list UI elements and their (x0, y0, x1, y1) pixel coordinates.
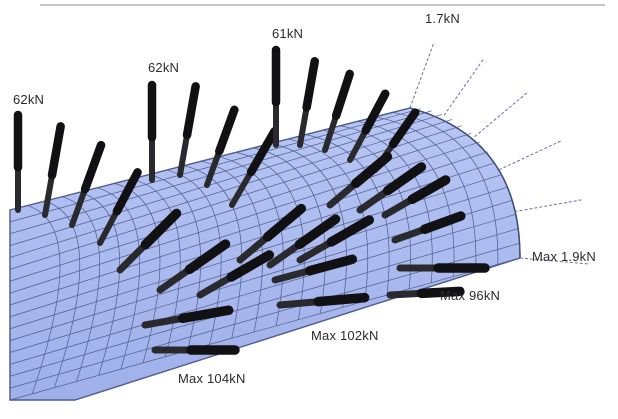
rock-bolt (297, 57, 320, 148)
rock-bolt (42, 122, 65, 218)
rock-bolt (204, 105, 239, 188)
radial-force-label-4: Max 104kN (178, 371, 246, 386)
weak-bolt-group (409, 42, 590, 265)
mesh-ring-line (288, 138, 369, 302)
mesh-ring-line (322, 129, 411, 289)
bolt-group (13, 45, 490, 355)
rock-bolt (97, 168, 142, 246)
rock-bolt (391, 211, 466, 244)
mesh-longitudinal-line (9, 119, 453, 258)
weak-bolt (409, 42, 435, 109)
rock-bolt (141, 305, 234, 329)
mesh-ring-line (357, 120, 455, 277)
mesh-longitudinal-line (9, 141, 480, 294)
mesh-ring-line (44, 200, 81, 388)
mesh-ring-line (253, 147, 326, 314)
axial-force-label-4: 1.7kN (425, 11, 460, 26)
mesh-longitudinal-line (9, 228, 518, 377)
axial-force-label-3: 61kN (272, 26, 304, 41)
radial-force-label-3: Max 102kN (311, 328, 379, 343)
mesh-longitudinal-line (9, 114, 443, 246)
mesh-longitudinal-line (9, 162, 496, 318)
rock-bolt (276, 292, 370, 309)
rock-bolt (229, 127, 279, 208)
mesh-longitudinal-line (9, 257, 521, 401)
rock-bolt (322, 69, 354, 153)
mesh-ring-line (375, 116, 477, 271)
rock-bolt (177, 82, 200, 178)
mesh-ring-line (27, 205, 61, 394)
rock-bolt (326, 152, 393, 209)
radial-force-label-1: Max 1.9kN (532, 249, 596, 264)
rock-bolt (196, 250, 275, 299)
weak-bolt (474, 91, 529, 138)
mesh-longitudinal-line (9, 107, 411, 211)
rock-bolt (236, 203, 307, 264)
weak-bolt (498, 139, 563, 171)
rock-bolt (266, 214, 341, 269)
mesh-ring-line (392, 112, 499, 265)
rock-bolt (271, 254, 358, 284)
rock-bolt (69, 140, 106, 228)
rock-bolt (296, 215, 375, 264)
axial-force-label-2: 62kN (148, 60, 180, 75)
mesh-ring-line (218, 156, 284, 326)
rock-bolt (156, 239, 231, 294)
weak-bolt (519, 257, 590, 265)
mesh-ring-line (96, 187, 141, 370)
axial-force-label-1: 62kN (13, 92, 45, 107)
mesh-ring-line (270, 143, 347, 308)
rock-bolt (386, 286, 465, 299)
mesh-ring-line (79, 191, 120, 376)
rock-bolt (381, 175, 451, 219)
rock-bolt (116, 208, 182, 274)
weak-bolt (443, 57, 485, 116)
mesh-longitudinal-line (9, 214, 516, 365)
mesh-ring-line (183, 165, 243, 339)
rock-bolt (347, 89, 390, 163)
weak-bolt (514, 198, 584, 213)
radial-force-label-2: Max 96kN (440, 288, 501, 303)
mesh-longitudinal-line (9, 132, 472, 282)
rock-bolt (356, 162, 427, 214)
tunnel-mesh (9, 107, 521, 401)
mesh-ring-line (201, 160, 263, 333)
